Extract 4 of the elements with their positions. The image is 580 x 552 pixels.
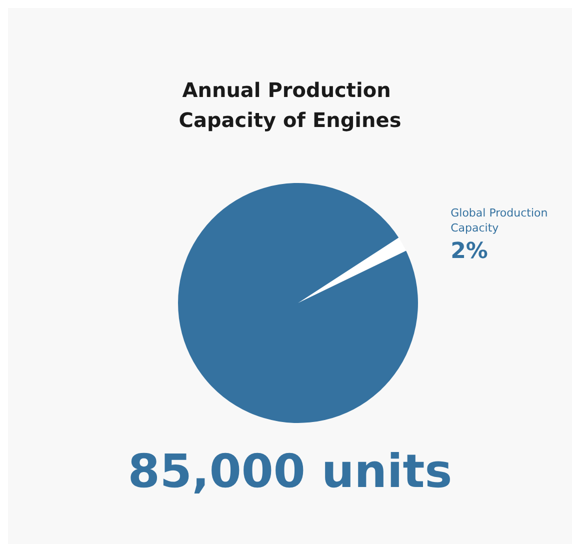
chart-title: Annual Production Capacity of Engines <box>178 78 402 132</box>
slice-label: Global Production Capacity <box>450 206 548 235</box>
data-label: 2% <box>450 239 488 264</box>
text: 85,000 units <box>128 444 452 498</box>
